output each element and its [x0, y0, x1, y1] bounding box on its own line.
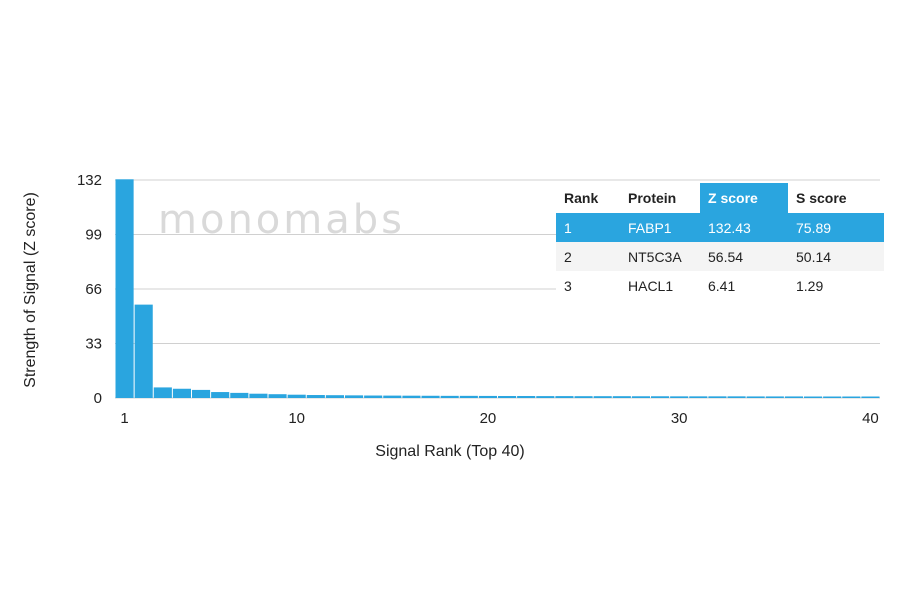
- cell-z-score: 56.54: [700, 242, 788, 271]
- bar-rank-17: [421, 395, 440, 398]
- cell-s-score: 1.29: [796, 277, 824, 294]
- header-z-score: Z score: [700, 183, 788, 213]
- bar-rank-38: [823, 396, 842, 398]
- bar-rank-30: [670, 396, 689, 398]
- x-tick-labels: 1 10 20 30 40: [120, 410, 878, 427]
- bar-rank-1: [115, 179, 134, 398]
- bar-rank-35: [765, 396, 784, 398]
- bar-rank-37: [804, 396, 823, 398]
- bar-rank-14: [364, 395, 383, 398]
- cell-s-score: 50.14: [788, 242, 884, 271]
- header-s-score: S score: [796, 190, 847, 206]
- bar-rank-23: [536, 396, 555, 398]
- bar-rank-29: [651, 396, 670, 398]
- x-axis-title: Signal Rank (Top 40): [375, 443, 524, 460]
- score-table: Rank Protein Z score S score 1 FABP1 132…: [556, 183, 884, 300]
- cell-z-score: 6.41: [708, 277, 736, 294]
- bar-rank-18: [440, 395, 459, 398]
- bar-rank-16: [402, 395, 421, 398]
- bar-rank-25: [574, 396, 593, 398]
- bar-rank-9: [268, 394, 287, 398]
- x-tick-label: 1: [120, 410, 128, 427]
- x-tick-label: 30: [671, 410, 688, 427]
- y-axis-title: Strength of Signal (Z score): [22, 192, 39, 388]
- cell-rank: 1: [556, 213, 620, 242]
- bar-rank-20: [478, 395, 497, 398]
- y-tick-label: 132: [77, 172, 102, 189]
- bar-rank-7: [230, 392, 249, 398]
- bar-rank-24: [555, 396, 574, 398]
- bar-rank-13: [345, 395, 364, 398]
- y-tick-label: 0: [94, 390, 102, 407]
- cell-z-score: 132.43: [700, 213, 788, 242]
- cell-rank: 2: [556, 242, 620, 271]
- bar-rank-27: [612, 396, 631, 398]
- bar-rank-40: [861, 396, 880, 398]
- bar-rank-15: [383, 395, 402, 398]
- y-tick-label: 33: [85, 336, 102, 353]
- cell-s-score: 75.89: [788, 213, 884, 242]
- bar-rank-10: [287, 394, 306, 398]
- bar-rank-8: [249, 393, 268, 398]
- bar-rank-6: [211, 392, 230, 398]
- x-tick-label: 40: [862, 410, 879, 427]
- x-tick-label: 10: [288, 410, 305, 427]
- bar-rank-33: [727, 396, 746, 398]
- header-rank: Rank: [564, 190, 599, 206]
- bar-rank-2: [134, 304, 153, 398]
- bar-rank-34: [746, 396, 765, 398]
- y-tick-label: 66: [85, 281, 102, 298]
- cell-protein: FABP1: [620, 213, 700, 242]
- header-protein: Protein: [628, 190, 677, 206]
- x-tick-label: 20: [480, 410, 497, 427]
- bar-rank-11: [306, 395, 325, 398]
- table-header-row: Rank Protein Z score S score: [556, 183, 884, 213]
- bar-rank-5: [192, 389, 211, 398]
- bars: [115, 179, 880, 398]
- table-row: 3 HACL1 6.41 1.29: [556, 271, 884, 300]
- bar-rank-19: [459, 395, 478, 398]
- bar-rank-36: [784, 396, 803, 398]
- cell-protein: NT5C3A: [620, 242, 700, 271]
- bar-rank-4: [172, 388, 191, 398]
- table-row: 1 FABP1 132.43 75.89: [556, 213, 884, 242]
- bar-rank-22: [517, 396, 536, 398]
- bar-rank-21: [498, 396, 517, 398]
- y-tick-label: 99: [85, 227, 102, 244]
- table-row: 2 NT5C3A 56.54 50.14: [556, 242, 884, 271]
- bar-rank-26: [593, 396, 612, 398]
- bar-rank-31: [689, 396, 708, 398]
- bar-rank-12: [325, 395, 344, 398]
- bar-rank-32: [708, 396, 727, 398]
- bar-rank-3: [153, 387, 172, 398]
- watermark-text: monomabs: [158, 197, 405, 243]
- y-tick-labels: 0 33 66 99 132: [77, 172, 102, 407]
- cell-rank: 3: [564, 277, 572, 294]
- bar-rank-28: [631, 396, 650, 398]
- bar-rank-39: [842, 396, 861, 398]
- cell-protein: HACL1: [628, 277, 674, 294]
